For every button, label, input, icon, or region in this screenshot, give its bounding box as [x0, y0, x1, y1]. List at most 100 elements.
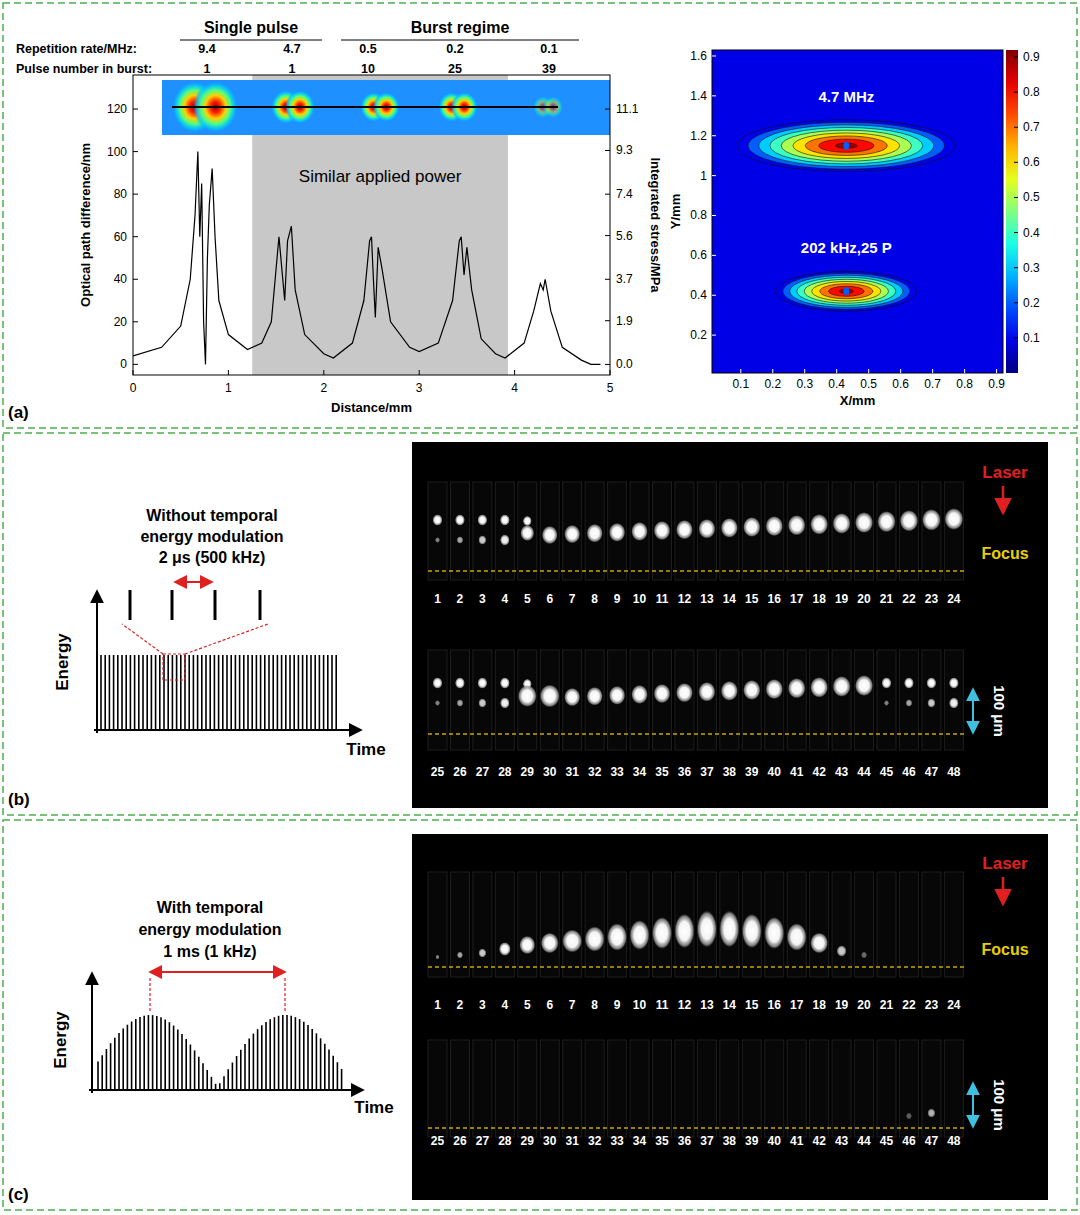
frame-number: 42 [812, 765, 826, 779]
frame-image [922, 1040, 941, 1137]
tick-label: 0.8 [956, 377, 973, 391]
frame-number: 4 [502, 998, 509, 1012]
frame-image [742, 482, 761, 580]
frame-number: 28 [498, 1134, 512, 1148]
tick [605, 235, 610, 236]
tick [605, 109, 610, 110]
frame-number: 32 [588, 765, 602, 779]
frame-image [608, 872, 627, 977]
bubble [765, 516, 783, 536]
frame [630, 1040, 649, 1137]
tick [1014, 162, 1018, 163]
frame [855, 872, 874, 977]
bubble [676, 520, 693, 540]
bubble [630, 920, 650, 950]
frame-image [630, 650, 649, 750]
tick-label: 5 [607, 381, 614, 395]
panel-border [3, 3, 1077, 428]
bubble [435, 537, 440, 543]
tick [772, 369, 773, 373]
frame-image [653, 482, 672, 580]
bubble [949, 677, 959, 689]
pulse [127, 1025, 129, 1090]
frame [764, 872, 784, 977]
frame-image [495, 482, 514, 580]
pulse [138, 655, 140, 730]
bubble [788, 515, 806, 536]
image-box [412, 442, 1048, 808]
frame-image [608, 1040, 627, 1137]
pulse [316, 1033, 318, 1090]
cell: 10 [361, 62, 375, 76]
frame [697, 872, 717, 977]
cell: 0.1 [540, 42, 557, 56]
tick [1014, 267, 1018, 268]
frame-image [944, 482, 963, 580]
frame-image [765, 482, 784, 580]
frame [450, 650, 469, 750]
pulse [226, 655, 228, 730]
bubble [478, 698, 486, 707]
pulse [155, 655, 157, 730]
blob-label: 4.7 MHz [818, 88, 874, 105]
focus-line [428, 733, 965, 735]
frame [563, 482, 582, 580]
bubble [455, 677, 465, 689]
tick-label: 80 [114, 187, 128, 201]
frame-number: 12 [678, 592, 692, 606]
frame [855, 1040, 874, 1137]
bubble [457, 699, 464, 707]
tick-label: 0.5 [860, 377, 877, 391]
bubble [586, 687, 602, 706]
frame-image [585, 872, 604, 977]
frame-image [563, 482, 582, 580]
frame-image [653, 650, 672, 750]
bubble [562, 930, 582, 953]
frame [922, 650, 941, 750]
tick [605, 320, 610, 321]
frame-image [518, 650, 537, 750]
bubble [810, 514, 828, 535]
frame-number: 16 [768, 998, 782, 1012]
frame [495, 482, 514, 580]
frame [653, 650, 672, 750]
frame-number: 25 [431, 1134, 445, 1148]
pulse [131, 1022, 133, 1090]
frame-number: 27 [476, 1134, 490, 1148]
contour-center [843, 142, 849, 150]
pulse [248, 1039, 250, 1090]
frame-image [765, 872, 784, 977]
pulse [172, 655, 174, 730]
bubble [743, 517, 761, 537]
frame-number: 31 [566, 1134, 580, 1148]
tick-label: 20 [114, 315, 128, 329]
frame-image [495, 872, 514, 977]
zoom-line [122, 624, 163, 654]
bubble [900, 510, 919, 531]
frame-image [787, 650, 806, 750]
pulse [152, 1015, 154, 1090]
frame-number: 1 [434, 592, 441, 606]
pulse [209, 655, 211, 730]
frame [832, 1040, 851, 1137]
frame [540, 1040, 559, 1137]
bubble [877, 511, 896, 532]
frame [765, 482, 784, 580]
pulse [311, 1029, 313, 1090]
frame-image [787, 1040, 806, 1137]
frame-image [810, 1040, 829, 1137]
laser-arrow [1002, 877, 1005, 903]
frame-number: 31 [566, 765, 580, 779]
tick [133, 194, 138, 195]
axis-title: Time [354, 1098, 393, 1117]
pulse [236, 1056, 238, 1090]
pulse [298, 655, 300, 730]
panel-border [3, 820, 1077, 1210]
tick-label: 1.4 [690, 89, 707, 103]
frame [922, 872, 941, 977]
image-box [412, 834, 1048, 1200]
frame-number: 39 [745, 765, 759, 779]
pulse [265, 1022, 267, 1090]
pulse [176, 655, 178, 730]
pulse [101, 1055, 103, 1090]
